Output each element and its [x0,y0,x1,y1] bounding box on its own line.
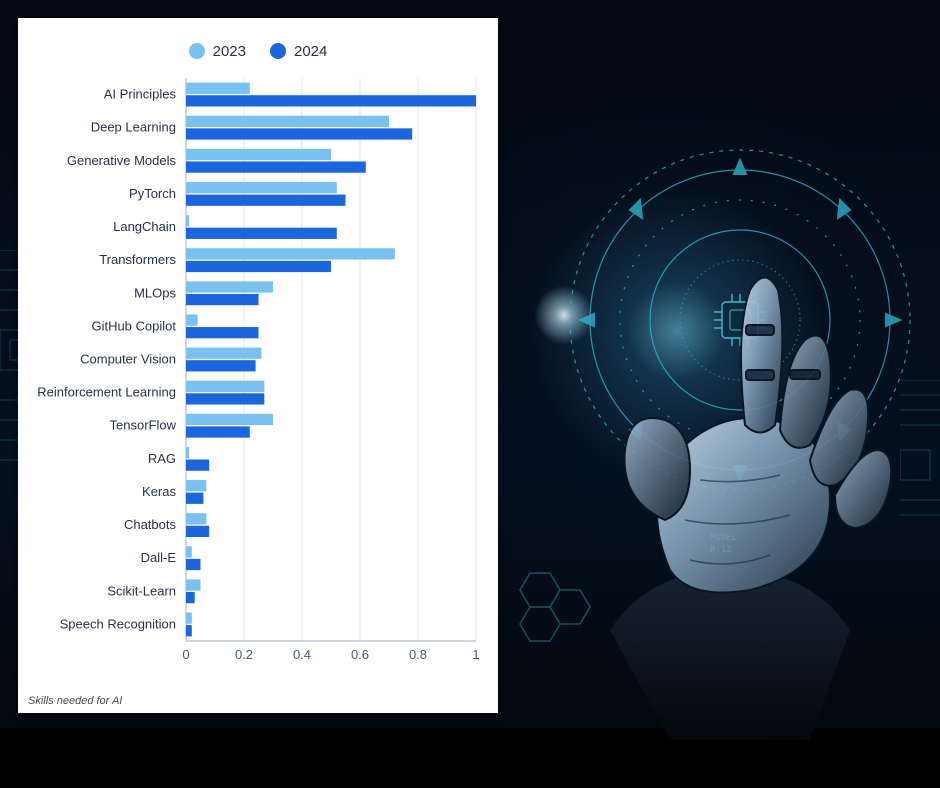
bar-2024 [186,261,331,272]
bar-2023 [186,447,189,458]
bar-2023 [186,215,189,226]
y-category-label: TensorFlow [110,418,177,433]
bar-2023 [186,480,206,491]
x-tick-label: 1 [472,647,479,662]
x-tick-label: 0 [182,647,189,662]
chart-legend: 2023 2024 [18,18,498,68]
bar-2023 [186,613,192,624]
bar-2024 [186,426,250,437]
x-tick-label: 0.8 [409,647,427,662]
y-category-label: Speech Recognition [60,616,176,631]
y-category-label: RAG [148,451,176,466]
bar-2023 [186,513,206,524]
bar-2023 [186,149,331,160]
bar-2024 [186,195,346,206]
legend-label-2023: 2023 [213,43,246,60]
y-category-label: Reinforcement Learning [37,385,176,400]
bar-2023 [186,414,273,425]
legend-swatch-2024 [270,43,286,59]
bar-2024 [186,161,366,172]
bar-2023 [186,83,250,94]
bar-2024 [186,592,195,603]
legend-swatch-2023 [189,43,205,59]
y-category-label: MLOps [134,285,176,300]
bar-2023 [186,281,273,292]
y-category-label: Generative Models [67,153,177,168]
bar-2024 [186,625,192,636]
bar-2024 [186,294,259,305]
bar-2024 [186,526,209,537]
bar-2024 [186,559,201,570]
y-category-label: AI Principles [104,87,177,102]
y-category-label: LangChain [113,219,176,234]
x-tick-label: 0.4 [293,647,311,662]
y-category-label: Chatbots [124,517,177,532]
x-tick-label: 0.6 [351,647,369,662]
chart-caption: Skills needed for AI [28,695,122,707]
bar-2023 [186,381,264,392]
bar-2023 [186,314,198,325]
bar-2023 [186,546,192,557]
bar-2024 [186,95,476,106]
y-category-label: Keras [142,484,176,499]
bar-2024 [186,128,412,139]
bar-2024 [186,393,264,404]
bar-2023 [186,248,395,259]
chart-plot-area: 0 0.2 0.4 0.6 0.8 1 AI Principles Deep Learning… [26,74,486,667]
bar-2024 [186,493,203,504]
bar-2024 [186,360,256,371]
bar-2024 [186,228,337,239]
y-category-label: Computer Vision [80,352,176,367]
y-category-label: Dall-E [141,550,177,565]
y-category-label: Scikit-Learn [107,583,176,598]
bar-2023 [186,116,389,127]
bar-2024 [186,460,209,471]
legend-item-2023: 2023 [189,43,246,60]
legend-item-2024: 2024 [270,43,327,60]
y-category-label: PyTorch [129,186,176,201]
bar-2024 [186,327,259,338]
legend-label-2024: 2024 [294,43,327,60]
y-category-label: Transformers [99,252,176,267]
bar-2023 [186,579,201,590]
bar-2023 [186,182,337,193]
bar-2023 [186,348,261,359]
y-category-label: GitHub Copilot [91,318,176,333]
chart-card: 2023 2024 0 0.2 0.4 0.6 0.8 1 AI Principles Dee… [18,18,498,713]
x-tick-label: 0.2 [235,647,253,662]
y-category-label: Deep Learning [91,120,176,135]
